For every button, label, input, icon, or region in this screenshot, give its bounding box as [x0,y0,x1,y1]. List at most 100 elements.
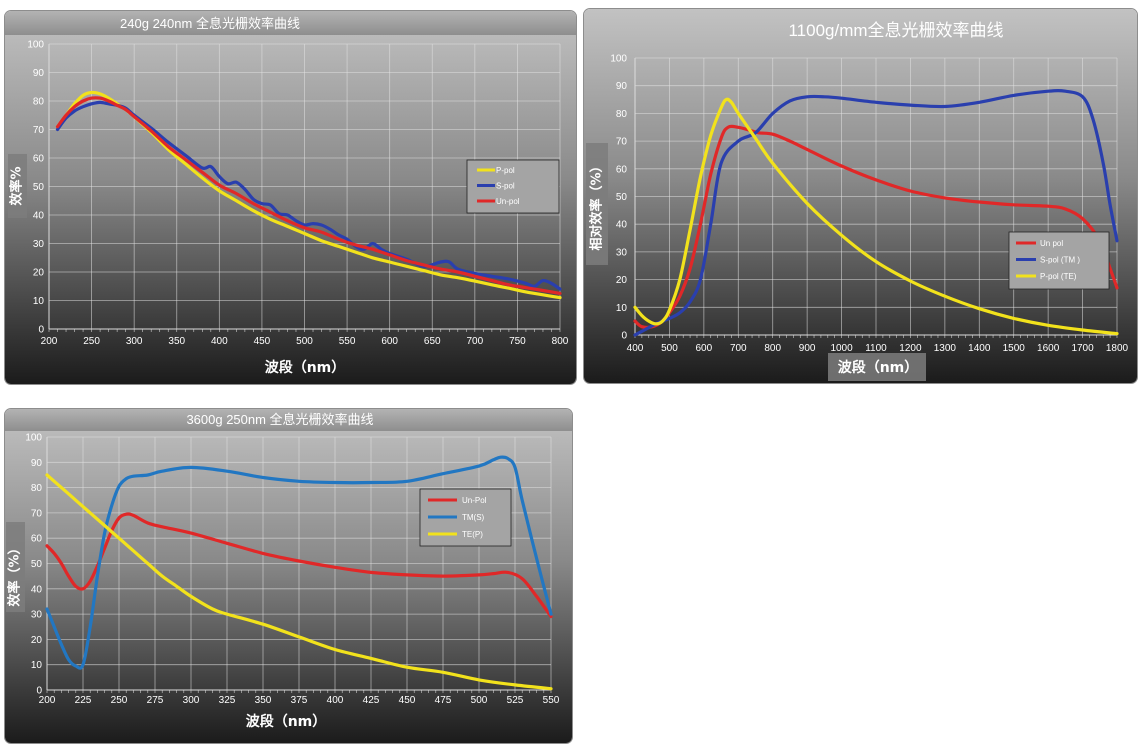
chart-title-bar [5,409,572,431]
series-line-2 [45,473,553,691]
legend-label-0: Un-Pol [462,496,487,505]
x-tick-label: 600 [696,343,713,354]
chart-title: 3600g 250nm 全息光栅效率曲线 [186,412,373,427]
y-axis-label: 效率% [9,166,25,205]
x-axis-label: 波段（nm） [838,359,919,376]
x-tick-label: 500 [296,336,313,347]
x-tick-label: 800 [764,343,781,354]
x-axis-label-box [828,353,926,381]
x-tick-label: 1800 [1106,343,1129,354]
x-tick-label: 1100 [865,343,887,354]
x-tick-label: 550 [339,336,356,347]
legend: Un-Pol TM(S) TE(P) [419,488,512,547]
legend-label-0: Un pol [1040,239,1063,248]
series-line-1 [633,89,1119,337]
x-tick-label: 250 [111,695,128,706]
x-tick-label: 550 [543,695,560,706]
x-tick-label: 225 [75,695,92,706]
series-line-0 [55,90,562,300]
x-tick-label: 1000 [830,343,853,354]
x-tick-label: 200 [41,336,58,347]
y-tick-label: 90 [616,81,628,92]
x-tick-label: 500 [661,343,678,354]
x-tick-label: 250 [83,336,100,347]
y-tick-label: 20 [616,275,628,286]
y-axis-label: 效率（%） [7,541,23,606]
y-tick-label: 30 [33,239,45,250]
efficiency-chart-3600g: 0 10 20 30 40 50 60 70 80 90 100 200 225 250 275 300 325… [5,409,572,743]
x-axis-label: 波段（nm） [265,359,346,376]
x-tick-label: 450 [254,336,271,347]
x-tick-label: 300 [183,695,200,706]
chart-panel-3600g: 0 10 20 30 40 50 60 70 80 90 100 200 225 250 275 300 325… [4,408,573,744]
legend-label-2: P-pol (TE) [1040,272,1077,281]
legend: Un pol S-pol (TM ) P-pol (TE) [1008,231,1110,290]
x-tick-label: 650 [424,336,441,347]
series-line-2 [55,96,562,295]
y-tick-label: 60 [616,164,628,175]
y-tick-label: 20 [31,635,43,646]
x-tick-label: 525 [507,695,524,706]
y-tick-label: 100 [27,40,44,51]
y-axis-label-box [6,522,25,612]
y-tick-label: 40 [31,584,43,595]
x-tick-label: 300 [126,336,143,347]
y-tick-label: 50 [616,192,628,203]
chart-panel-1100g: 0 10 20 30 40 50 60 70 80 90 100 400 500 600 700 800 900… [583,8,1138,384]
chart-title-bar [5,11,576,35]
y-tick-label: 60 [33,154,45,165]
y-tick-label: 80 [33,97,45,108]
y-tick-label: 90 [33,68,45,79]
y-tick-label: 0 [36,686,42,697]
y-tick-label: 80 [31,483,43,494]
y-tick-label: 100 [25,433,42,444]
x-tick-label: 1400 [968,343,991,354]
x-tick-label: 475 [435,695,452,706]
y-tick-label: 70 [616,137,628,148]
y-tick-label: 40 [616,220,628,231]
x-tick-label: 750 [509,336,526,347]
x-tick-label: 1200 [899,343,922,354]
legend: P-pol S-pol Un-pol [466,159,560,214]
y-tick-label: 40 [33,211,45,222]
x-tick-label: 800 [552,336,569,347]
x-tick-label: 700 [466,336,483,347]
x-tick-label: 400 [627,343,644,354]
legend-label-1: S-pol (TM ) [1040,256,1080,265]
x-tick-label: 500 [471,695,488,706]
x-tick-label: 350 [168,336,185,347]
y-tick-label: 0 [621,331,627,342]
x-tick-label: 1700 [1071,343,1094,354]
series-line-2 [633,97,1119,336]
x-tick-label: 1300 [934,343,957,354]
y-axis-label-box [586,143,608,265]
y-tick-label: 80 [616,109,628,120]
legend-label-0: P-pol [496,166,515,175]
efficiency-chart-1100g: 0 10 20 30 40 50 60 70 80 90 100 400 500 600 700 800 900… [584,9,1137,383]
y-tick-label: 30 [31,610,43,621]
y-tick-label: 30 [616,247,628,258]
legend-label-1: S-pol [496,182,515,191]
y-tick-label: 60 [31,534,43,545]
x-tick-label: 425 [363,695,380,706]
x-tick-label: 700 [730,343,747,354]
legend-label-2: TE(P) [462,530,483,539]
legend-label-1: TM(S) [462,513,485,522]
chart-panel-240g: 0 10 20 30 40 50 60 70 80 90 100 200 250 300 350 400 450… [4,10,577,385]
legend-label-2: Un-pol [496,197,520,206]
x-tick-label: 200 [39,695,56,706]
y-tick-label: 0 [38,325,44,336]
y-tick-label: 90 [31,458,43,469]
x-tick-label: 450 [399,695,416,706]
x-tick-label: 600 [381,336,398,347]
y-tick-label: 10 [31,660,43,671]
y-tick-label: 10 [33,296,45,307]
y-tick-label: 70 [31,508,43,519]
x-tick-label: 275 [147,695,164,706]
x-tick-label: 350 [255,695,272,706]
x-axis-label: 波段（nm） [246,713,327,730]
y-axis-label: 相对效率（%） [589,159,605,250]
x-tick-label: 400 [211,336,228,347]
y-axis-label-box [8,154,27,218]
y-tick-label: 10 [616,303,628,314]
